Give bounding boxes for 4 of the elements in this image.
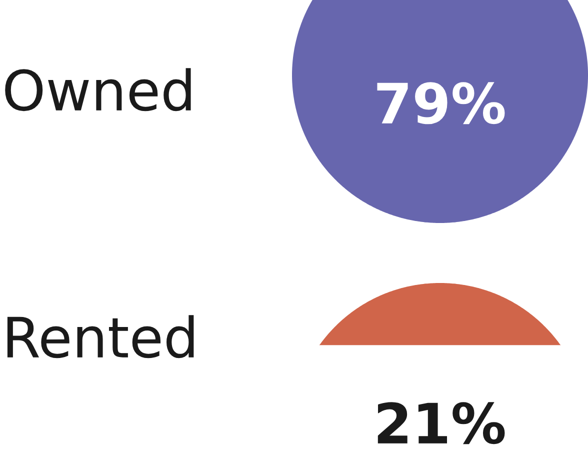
data-label: 21% [378, 402, 505, 444]
category-label: Rented [7, 315, 194, 358]
category-label: Owned [5, 68, 191, 112]
data-label: 79% [377, 82, 505, 124]
